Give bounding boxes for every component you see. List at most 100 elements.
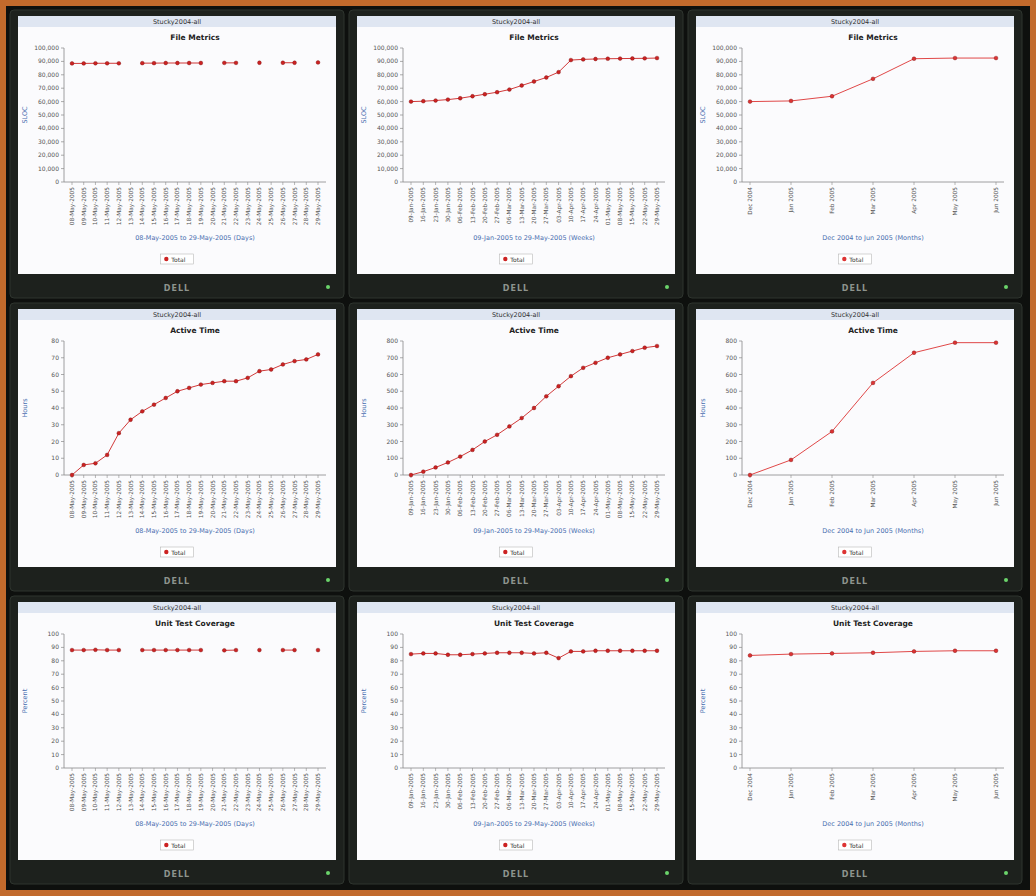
series-point xyxy=(281,363,285,367)
y-tick xyxy=(400,391,403,392)
x-tick-label: 13-Mar-2005 xyxy=(519,773,525,810)
x-tick-label: Jun 2005 xyxy=(993,773,1000,800)
y-tick-label: 200 xyxy=(387,438,399,445)
y-tick xyxy=(61,74,64,75)
series-point xyxy=(82,648,86,652)
y-tick xyxy=(400,714,403,715)
series-point xyxy=(140,61,144,65)
x-tick-label: Mar 2005 xyxy=(870,187,876,215)
y-tick-label: 60,000 xyxy=(716,98,737,105)
x-tick-label: 01-May-2005 xyxy=(605,187,612,226)
series-point xyxy=(129,418,133,422)
x-tick xyxy=(142,182,143,185)
series-point xyxy=(258,369,262,373)
y-axis-title: Hours xyxy=(21,398,29,418)
series-point xyxy=(994,56,998,60)
y-tick-label: 100,000 xyxy=(34,44,59,51)
y-tick xyxy=(400,768,403,769)
window-title: Stucky2004-all xyxy=(492,18,540,26)
series-point xyxy=(483,652,487,656)
series-point xyxy=(187,648,191,652)
series-point xyxy=(655,649,659,653)
series-point xyxy=(222,648,226,652)
y-tick-label: 400 xyxy=(387,404,399,411)
y-axis-title: SLOC xyxy=(360,106,368,124)
x-tick xyxy=(423,475,424,478)
x-tick xyxy=(955,768,956,771)
series-point xyxy=(199,383,203,387)
legend-label: Total xyxy=(170,842,185,849)
y-tick xyxy=(739,687,742,688)
x-tick xyxy=(620,475,621,478)
x-tick xyxy=(95,768,96,771)
x-tick xyxy=(791,475,792,478)
x-tick xyxy=(83,475,84,478)
x-tick xyxy=(107,768,108,771)
series-point xyxy=(458,96,462,100)
x-tick xyxy=(154,475,155,478)
x-tick xyxy=(509,768,510,771)
x-tick-label: 25-May-2005 xyxy=(268,480,275,519)
series-point xyxy=(912,57,916,61)
x-tick-label: Mar 2005 xyxy=(870,773,876,801)
window-title: Stucky2004-all xyxy=(153,311,201,319)
legend-marker xyxy=(503,257,507,261)
x-tick xyxy=(791,768,792,771)
x-tick xyxy=(460,768,461,771)
y-tick xyxy=(739,88,742,89)
y-tick-label: 0 xyxy=(394,471,398,478)
series-point xyxy=(471,94,475,98)
y-axis xyxy=(64,48,65,182)
y-tick xyxy=(739,182,742,183)
y-tick-label: 70 xyxy=(51,670,59,677)
x-axis-title: 08-May-2005 to 29-May-2005 (Days) xyxy=(135,527,255,535)
series-point xyxy=(557,384,561,388)
series-point xyxy=(316,648,320,652)
title-bar xyxy=(18,602,336,613)
x-tick-label: 27-May-2005 xyxy=(292,187,299,226)
x-tick-label: 12-May-2005 xyxy=(116,480,123,519)
legend-label: Total xyxy=(848,842,863,849)
legend-marker xyxy=(164,843,168,847)
x-tick xyxy=(306,475,307,478)
x-tick-label: May 2005 xyxy=(952,187,959,216)
x-tick xyxy=(236,182,237,185)
series-point xyxy=(508,88,512,92)
x-tick-label: 13-Feb-2005 xyxy=(470,187,476,224)
y-tick-label: 30 xyxy=(729,724,737,731)
x-tick xyxy=(644,768,645,771)
series-point xyxy=(409,473,413,477)
series-point xyxy=(495,90,499,94)
series-point xyxy=(606,356,610,360)
chart-title: File Metrics xyxy=(848,33,898,42)
y-tick-label: 10 xyxy=(729,751,737,758)
series-point xyxy=(222,379,226,383)
series-point xyxy=(117,61,121,65)
legend-label: Total xyxy=(509,549,524,556)
y-tick-label: 80 xyxy=(390,657,398,664)
x-tick xyxy=(832,182,833,185)
x-tick xyxy=(583,475,584,478)
series-point xyxy=(520,416,524,420)
series-point xyxy=(631,349,635,353)
x-tick-label: 20-Mar-2005 xyxy=(531,773,537,810)
x-tick-label: Dec 2004 xyxy=(747,187,753,215)
y-tick xyxy=(400,374,403,375)
x-axis-title: 09-Jan-2005 to 29-May-2005 (Weeks) xyxy=(473,820,595,828)
y-tick-label: 40,000 xyxy=(377,124,398,131)
x-tick xyxy=(83,182,84,185)
x-tick-label: 15-May-2005 xyxy=(151,480,158,519)
x-axis-title: 08-May-2005 to 29-May-2005 (Days) xyxy=(135,820,255,828)
y-tick xyxy=(739,475,742,476)
series-point xyxy=(471,652,475,656)
series-point xyxy=(176,648,180,652)
y-tick xyxy=(400,647,403,648)
x-tick-label: 22-May-2005 xyxy=(642,187,649,226)
y-tick-label: 600 xyxy=(387,371,399,378)
title-bar xyxy=(696,16,1014,27)
y-tick-label: 100 xyxy=(48,630,60,637)
y-tick-label: 40 xyxy=(51,710,59,717)
y-tick-label: 0 xyxy=(733,471,737,478)
chart-title: Unit Test Coverage xyxy=(155,619,235,628)
x-tick-label: 09-Jan-2005 xyxy=(408,773,415,809)
